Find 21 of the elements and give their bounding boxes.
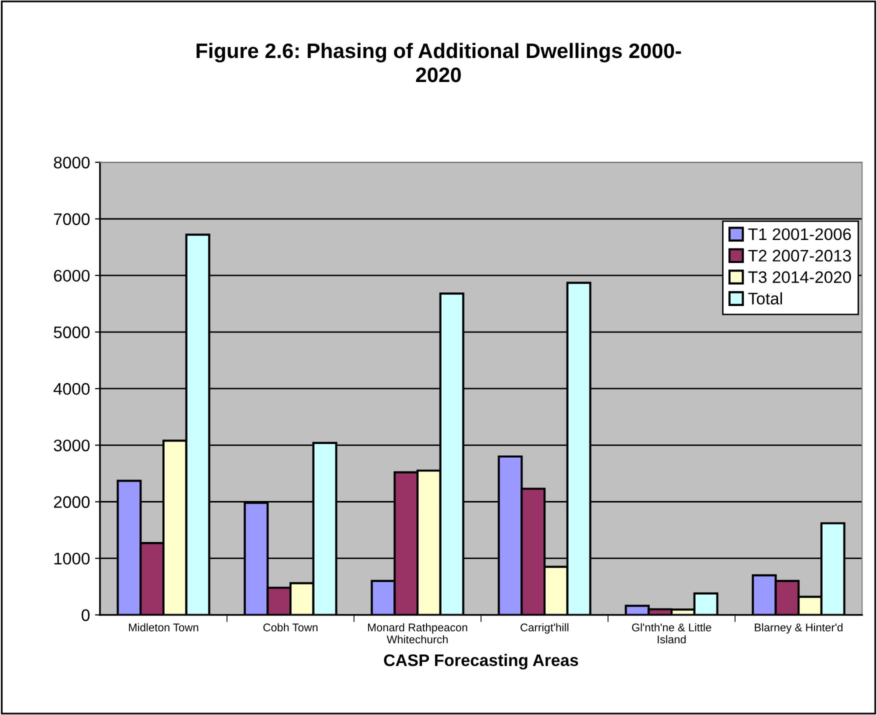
x-tick-label: Midleton Town	[128, 623, 198, 632]
legend-label: T3 2014-2020	[748, 271, 851, 284]
chart-title: Figure 2.6: Phasing of Additional Dwellings 2000- 2020	[196, 42, 681, 82]
y-tick-label: 6000	[54, 270, 90, 282]
legend-label: T1 2001-2006	[748, 228, 851, 240]
x-tick-label: Carrigt'hill	[520, 623, 568, 634]
legend-label: T2 2007-2013	[748, 250, 851, 262]
y-tick-label: 7000	[54, 213, 90, 226]
x-axis-title: CASP Forecasting Areas	[384, 654, 578, 670]
y-tick-label: 0	[82, 609, 90, 622]
y-tick-label: 4000	[54, 383, 90, 395]
y-tick-label: 8000	[54, 156, 90, 169]
x-tick-label: Gl'nth'ne & Little Island	[632, 623, 712, 644]
x-tick-label: Monard Rathpeacon Whitechurch	[368, 623, 468, 644]
legend-label: Total	[748, 292, 782, 305]
y-tick-label: 5000	[54, 326, 90, 338]
x-tick-label: Blarney & Hinter'd	[754, 623, 842, 634]
x-tick-label: Cobh Town	[263, 623, 318, 632]
y-tick-label: 2000	[54, 496, 90, 508]
y-tick-label: 1000	[54, 552, 90, 565]
y-tick-label: 3000	[54, 440, 90, 452]
